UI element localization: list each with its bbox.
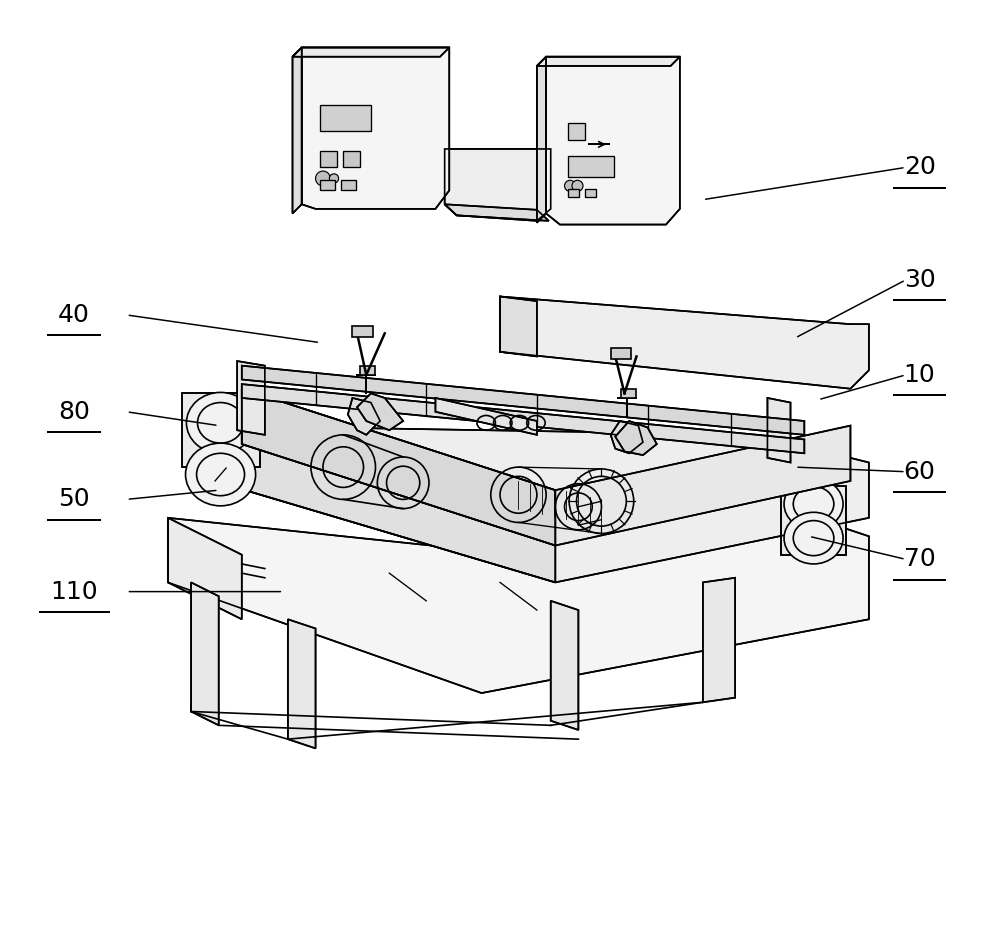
Polygon shape (781, 486, 846, 555)
Polygon shape (500, 297, 869, 388)
Bar (585, 189, 596, 197)
Polygon shape (242, 365, 804, 435)
Text: 60: 60 (904, 460, 936, 484)
Bar (352, 326, 373, 337)
Ellipse shape (186, 392, 255, 453)
Polygon shape (182, 393, 260, 467)
Text: 40: 40 (58, 303, 90, 327)
Polygon shape (445, 149, 551, 221)
Bar (343, 151, 360, 167)
Polygon shape (292, 47, 449, 56)
Polygon shape (537, 56, 680, 66)
Bar (320, 151, 337, 167)
Ellipse shape (784, 478, 843, 530)
Bar (320, 180, 335, 190)
Bar (621, 388, 636, 398)
Bar (341, 180, 356, 190)
Polygon shape (168, 518, 242, 619)
Circle shape (572, 180, 583, 191)
Polygon shape (302, 47, 449, 209)
Bar (611, 348, 631, 359)
Ellipse shape (186, 443, 256, 506)
Bar (568, 123, 585, 140)
Polygon shape (191, 583, 219, 725)
Bar (568, 156, 614, 177)
Polygon shape (348, 398, 380, 435)
Bar (320, 105, 371, 130)
Text: 30: 30 (904, 268, 935, 292)
Polygon shape (500, 297, 537, 356)
Polygon shape (615, 421, 657, 455)
Polygon shape (242, 388, 850, 546)
Text: 70: 70 (904, 548, 935, 572)
Text: 20: 20 (904, 155, 936, 179)
Polygon shape (237, 361, 265, 435)
Text: 10: 10 (904, 363, 935, 387)
Bar (568, 189, 579, 197)
Polygon shape (168, 500, 869, 693)
Polygon shape (551, 601, 578, 730)
Polygon shape (546, 56, 680, 225)
Polygon shape (242, 384, 804, 453)
Text: 50: 50 (58, 487, 90, 512)
Ellipse shape (784, 512, 843, 564)
Polygon shape (537, 56, 546, 223)
Circle shape (565, 180, 576, 191)
Polygon shape (435, 398, 537, 435)
Bar (360, 365, 375, 375)
Polygon shape (703, 578, 735, 702)
Polygon shape (214, 426, 869, 583)
Polygon shape (611, 421, 643, 453)
Polygon shape (288, 619, 316, 748)
Text: 110: 110 (50, 580, 98, 604)
Text: 80: 80 (58, 400, 90, 424)
Polygon shape (292, 47, 302, 214)
Circle shape (329, 174, 339, 183)
Polygon shape (357, 393, 403, 430)
Polygon shape (767, 398, 790, 462)
Polygon shape (214, 426, 555, 583)
Polygon shape (445, 204, 549, 221)
Polygon shape (242, 388, 555, 546)
Circle shape (316, 171, 330, 186)
